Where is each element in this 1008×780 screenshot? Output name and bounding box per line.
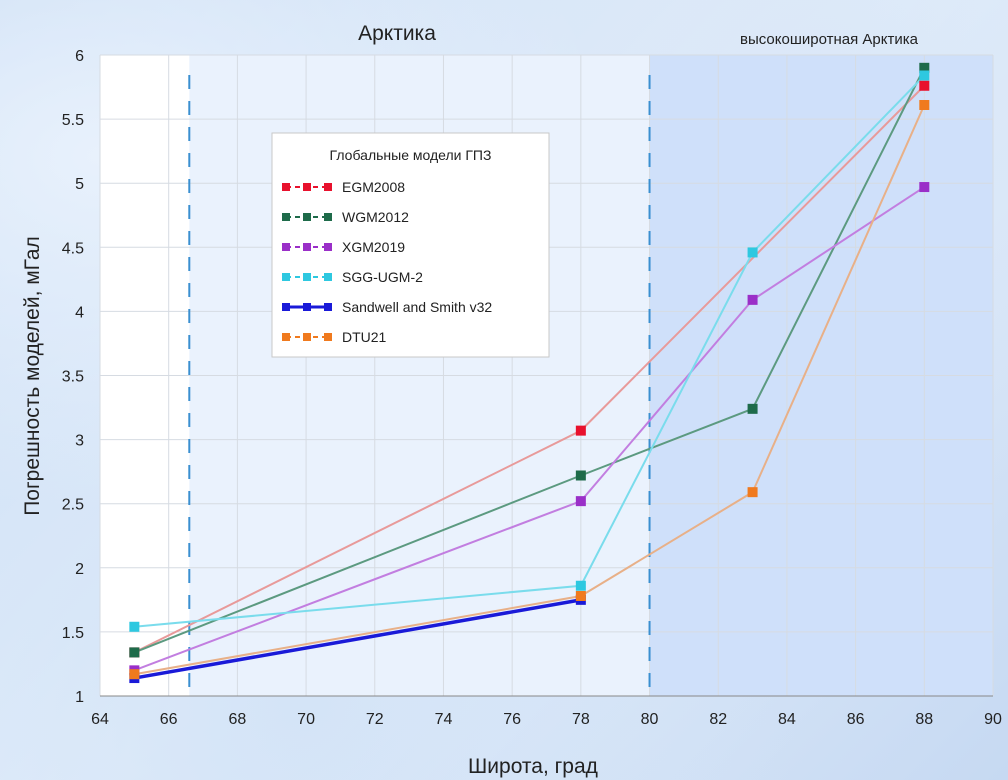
x-tick-label: 90: [984, 711, 1002, 728]
x-tick-label: 84: [778, 711, 796, 728]
y-axis-title: Погрешность моделей, мГал: [21, 236, 44, 516]
data-point-5-1: [575, 591, 586, 602]
legend-label-1: WGM2012: [342, 209, 409, 225]
x-tick-label: 70: [297, 711, 315, 728]
data-point-5-3: [919, 99, 930, 110]
x-axis-title: Широта, град: [468, 755, 598, 778]
y-tick-label: 4: [75, 304, 84, 321]
grid-layer: [99, 54, 994, 697]
data-point-1-2: [747, 403, 758, 414]
legend-marker: [282, 243, 290, 251]
x-tick-label: 74: [435, 711, 453, 728]
x-tick-label: 82: [709, 711, 727, 728]
x-tick-label: 88: [915, 711, 933, 728]
data-point-5-0: [129, 669, 140, 680]
x-tick-label: 72: [366, 711, 384, 728]
data-point-1-3: [919, 62, 930, 73]
y-tick-label: 4.5: [62, 240, 84, 257]
x-tick-label: 86: [847, 711, 865, 728]
legend-marker: [324, 333, 332, 341]
x-tick-label: 76: [503, 711, 521, 728]
y-tick-label: 1: [75, 689, 84, 706]
y-tick-label: 1.5: [62, 625, 84, 642]
x-tick-label: 64: [91, 711, 109, 728]
series-line-5: [134, 104, 926, 676]
data-point-2-2: [747, 294, 758, 305]
axes: 64 66 68 70 72 74 76 78 80 82 84 86 88 9011.522.533.5…: [62, 48, 1002, 728]
region-label-high-latitude-arctic: высокоширотная Арктика: [740, 31, 919, 48]
y-tick-label: 3: [75, 433, 84, 450]
y-tick-label: 5: [75, 176, 84, 193]
x-tick-label: 80: [641, 711, 659, 728]
legend-box: [271, 132, 550, 358]
legend-marker: [303, 303, 311, 311]
data-point-0-2: [919, 80, 930, 91]
y-tick-label: 3.5: [62, 369, 84, 386]
data-point-3-0: [129, 621, 140, 632]
data-point-2-1: [575, 496, 586, 507]
data-point-0-1: [575, 425, 586, 436]
legend-marker: [324, 303, 332, 311]
legend-marker: [303, 243, 311, 251]
legend-marker: [324, 243, 332, 251]
legend-marker: [282, 213, 290, 221]
x-tick-label: 66: [160, 711, 178, 728]
data-point-3-3: [919, 70, 930, 81]
y-tick-label: 2: [75, 561, 84, 578]
legend-marker: [282, 333, 290, 341]
data-point-1-1: [575, 470, 586, 481]
legend-marker: [303, 213, 311, 221]
legend-label-4: Sandwell and Smith v32: [342, 299, 492, 315]
series-line-1: [133, 67, 926, 654]
y-tick-label: 2.5: [62, 497, 84, 514]
data-point-3-2: [747, 247, 758, 258]
legend-title: Глобальные модели ГПЗ: [330, 147, 492, 163]
y-tick-label: 6: [75, 48, 84, 65]
series-line-2: [133, 186, 925, 672]
x-tick-label: 78: [572, 711, 590, 728]
data-point-1-0: [129, 647, 140, 658]
legend-marker: [324, 213, 332, 221]
series-layer: [129, 62, 930, 684]
legend-label-5: DTU21: [342, 329, 387, 345]
legend-marker: [303, 183, 311, 191]
series-line-4: [134, 598, 582, 680]
legend-marker: [282, 183, 290, 191]
legend-label-2: XGM2019: [342, 239, 405, 255]
legend-label-0: EGM2008: [342, 179, 405, 195]
legend-marker: [303, 273, 311, 281]
region-label-arctic: Арктика: [358, 22, 436, 45]
legend-marker: [324, 183, 332, 191]
legend-marker: [303, 333, 311, 341]
legend: Глобальные модели ГПЗ EGM2008 WGM2012 XGM20…: [271, 132, 550, 358]
data-point-2-3: [919, 182, 930, 193]
y-tick-label: 5.5: [62, 112, 84, 129]
legend-marker: [282, 273, 290, 281]
legend-marker: [282, 303, 290, 311]
data-point-3-1: [575, 580, 586, 591]
x-tick-label: 68: [228, 711, 246, 728]
data-point-5-2: [747, 487, 758, 498]
series-line-3: [134, 74, 926, 628]
legend-label-3: SGG-UGM-2: [342, 269, 423, 285]
legend-marker: [324, 273, 332, 281]
